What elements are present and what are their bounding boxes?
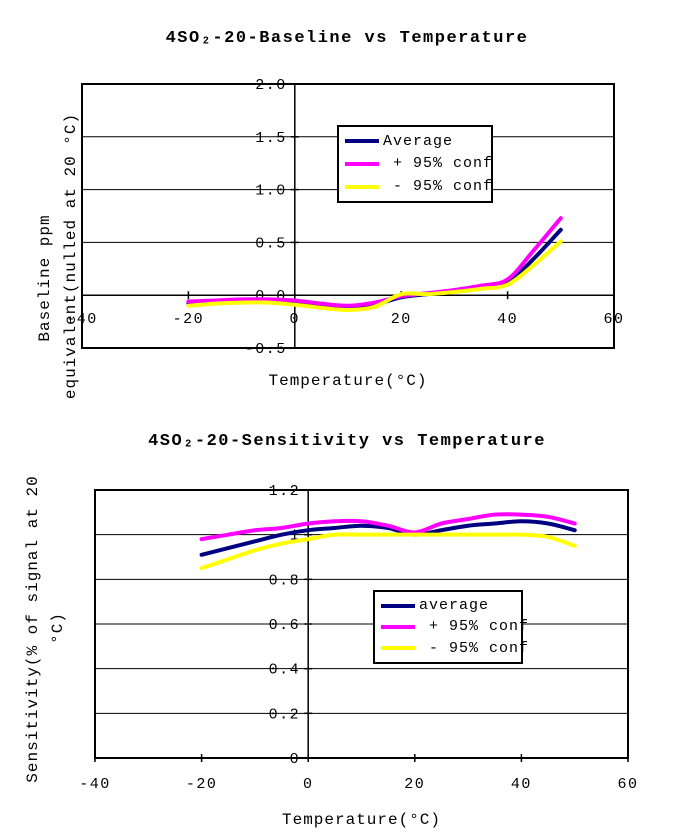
- series-line-- 95% conf: [199, 532, 577, 571]
- legend-label: Average: [383, 132, 454, 150]
- baseline-legend: Average + 95% conf - 95% conf: [337, 125, 493, 203]
- y-tick-label: 1.5: [255, 130, 287, 147]
- legend-line-swatch-minus95: [381, 646, 415, 651]
- x-tick-label: 40: [511, 776, 532, 793]
- legend-line-swatch-average: [345, 139, 379, 144]
- series-line-+ 95% conf: [186, 216, 563, 308]
- plot-border: [94, 489, 629, 759]
- series-line-- 95% conf: [186, 239, 563, 312]
- baseline-chart-title: 4SO₂-20-Baseline vs Temperature: [165, 29, 529, 48]
- y-tick-label: 1.0: [255, 183, 287, 200]
- y-tick-label: 2.0: [255, 77, 287, 94]
- legend-line-swatch-minus95: [345, 184, 379, 189]
- legend-entry: Average: [339, 133, 491, 150]
- legend-entry: + 95% conf: [339, 155, 494, 173]
- legend-line-swatch-plus95: [381, 624, 415, 629]
- y-tick-label: 0.4: [269, 662, 301, 679]
- x-tick-label: 40: [497, 311, 518, 328]
- y-tick-label: 0.5: [255, 235, 287, 252]
- y-tick-label: -0.5: [245, 341, 287, 358]
- x-tick-label: -40: [66, 311, 98, 328]
- legend-entry: - 95% conf: [375, 640, 528, 657]
- plot-border: [81, 83, 615, 349]
- y-tick-label: 1: [290, 528, 301, 545]
- x-tick-label: 60: [617, 776, 638, 793]
- legend-entry: average: [375, 597, 521, 614]
- y-tick-label: 0: [290, 751, 301, 768]
- x-tick-label: 60: [603, 311, 624, 328]
- legend-label: - 95% conf: [383, 178, 494, 196]
- series-line-average: [199, 519, 577, 557]
- legend-label: average: [419, 597, 490, 615]
- legend-line-swatch-average: [381, 603, 415, 608]
- baseline-x-axis-title: Temperature(°C): [268, 372, 428, 390]
- legend-line-swatch-plus95: [345, 161, 379, 166]
- legend-label: + 95% conf: [419, 618, 530, 636]
- x-tick-label: 20: [404, 776, 425, 793]
- y-tick-label: 0.8: [269, 572, 301, 589]
- y-tick-label: 1.2: [269, 483, 301, 500]
- x-tick-label: 0: [303, 776, 314, 793]
- series-line-+ 95% conf: [199, 512, 577, 542]
- y-tick-label: 0.6: [269, 617, 301, 634]
- sensitivity-chart-title: 4SO₂-20-Sensitivity vs Temperature: [148, 432, 546, 451]
- legend-entry: - 95% conf: [339, 178, 494, 196]
- x-tick-label: -20: [186, 776, 218, 793]
- x-tick-label: -20: [173, 311, 205, 328]
- x-tick-label: -40: [79, 776, 111, 793]
- x-tick-label: 0: [290, 311, 301, 328]
- legend-label: - 95% conf: [419, 639, 530, 657]
- y-tick-label: 0.2: [269, 706, 301, 723]
- sensitivity-legend: average + 95% conf - 95% conf: [373, 590, 528, 664]
- series-line-Average: [186, 227, 563, 310]
- x-tick-label: 20: [391, 311, 412, 328]
- legend-entry: + 95% conf: [375, 618, 528, 635]
- legend-label: + 95% conf: [383, 155, 494, 173]
- sensitivity-x-axis-title: Temperature(°C): [281, 811, 442, 829]
